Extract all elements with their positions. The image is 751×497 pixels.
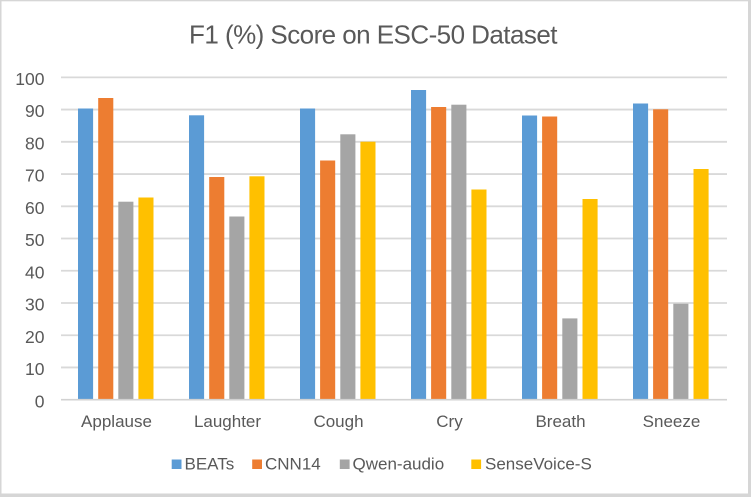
svg-text:20: 20 [25, 327, 45, 347]
svg-text:80: 80 [25, 133, 45, 153]
svg-text:Cry: Cry [436, 412, 463, 431]
svg-text:100: 100 [15, 69, 44, 89]
svg-text:40: 40 [25, 262, 45, 282]
svg-text:60: 60 [25, 198, 45, 218]
svg-text:CNN14: CNN14 [265, 455, 321, 474]
svg-text:10: 10 [25, 359, 45, 379]
svg-text:BEATs: BEATs [185, 455, 235, 474]
svg-text:F1 (%) Score on ESC-50 Dataset: F1 (%) Score on ESC-50 Dataset [189, 19, 558, 49]
svg-text:0: 0 [35, 391, 45, 411]
svg-text:Cough: Cough [313, 412, 363, 431]
svg-text:90: 90 [25, 101, 45, 121]
svg-text:30: 30 [25, 295, 45, 315]
svg-text:Sneeze: Sneeze [643, 412, 701, 431]
svg-text:Qwen-audio: Qwen-audio [353, 455, 445, 474]
svg-text:Applause: Applause [81, 412, 152, 431]
svg-text:SenseVoice-S: SenseVoice-S [485, 455, 592, 474]
svg-text:Breath: Breath [535, 412, 585, 431]
svg-text:50: 50 [25, 230, 45, 250]
svg-text:Laughter: Laughter [194, 412, 261, 431]
svg-text:70: 70 [25, 166, 45, 186]
